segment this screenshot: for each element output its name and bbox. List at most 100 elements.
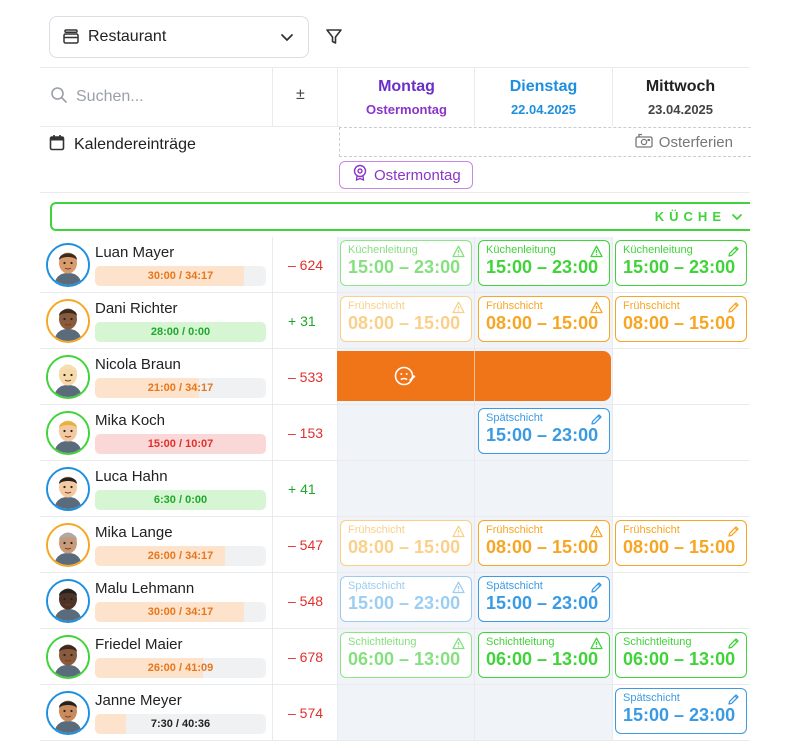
hours-balance: – 678 — [288, 649, 324, 665]
shift-time: 08:00 – 15:00 — [486, 313, 599, 333]
employee-row[interactable]: Friedel Maier 26:00 / 41:09 – 678 — [40, 629, 750, 685]
divider — [474, 351, 475, 401]
shift-title: Frühschicht — [623, 300, 680, 312]
warning-icon[interactable] — [452, 581, 465, 594]
employee-row[interactable]: Mika Koch 15:00 / 10:07 – 153 — [40, 405, 750, 461]
shift-card[interactable]: Frühschicht 08:00 – 15:00 — [615, 520, 747, 566]
warning-icon[interactable] — [590, 301, 603, 314]
shift-card[interactable]: Schichtleitung 06:00 – 13:00 — [478, 632, 610, 678]
hours-balance: – 153 — [288, 425, 324, 441]
divider — [40, 460, 750, 461]
vacation-label: Osterferien — [658, 133, 733, 151]
day-sub: Ostermontag — [366, 102, 447, 117]
hours-text: 26:00 / 41:09 — [147, 662, 214, 674]
warning-icon[interactable] — [452, 245, 465, 258]
employee-row[interactable]: Luca Hahn 6:30 / 0:00 + 41 — [40, 461, 750, 517]
search-input[interactable]: Suchen... — [50, 80, 265, 114]
avatar[interactable] — [46, 523, 90, 567]
shift-card[interactable]: Schichtleitung 06:00 – 13:00 — [615, 632, 747, 678]
pencil-icon[interactable] — [727, 637, 740, 650]
pencil-icon[interactable] — [590, 413, 603, 426]
hours-progress: 21:00 / 34:17 — [95, 378, 266, 398]
shift-card[interactable]: Küchenleitung 15:00 – 23:00 — [478, 240, 610, 286]
day-header-wednesday[interactable]: Mittwoch 23.04.2025 — [612, 78, 749, 117]
employee-name: Dani Richter — [95, 300, 178, 317]
holiday-entry[interactable]: Ostermontag — [339, 161, 473, 189]
location-select[interactable]: Restaurant — [49, 16, 309, 58]
shift-card[interactable]: Frühschicht 08:00 – 15:00 — [340, 520, 472, 566]
hours-progress-fill — [95, 490, 266, 510]
divider — [612, 67, 613, 126]
avatar[interactable] — [46, 299, 90, 343]
shift-title: Schichtleitung — [623, 636, 692, 648]
shift-card[interactable]: Küchenleitung 15:00 – 23:00 — [615, 240, 747, 286]
school-icon — [635, 132, 653, 153]
shift-title: Schichtleitung — [486, 636, 555, 648]
divider — [337, 237, 338, 741]
shift-card[interactable]: Spätschicht 15:00 – 23:00 — [615, 688, 747, 734]
divider — [40, 516, 750, 517]
shift-card[interactable]: Frühschicht 08:00 – 15:00 — [615, 296, 747, 342]
shift-card[interactable]: Küchenleitung 15:00 – 23:00 — [340, 240, 472, 286]
search-placeholder: Suchen... — [76, 88, 144, 105]
employee-name: Luan Mayer — [95, 244, 175, 261]
hours-progress: 6:30 / 0:00 — [95, 490, 266, 510]
department-bar[interactable]: KÜCHE — [50, 202, 750, 231]
avatar[interactable] — [46, 243, 90, 287]
shift-card[interactable]: Frühschicht 08:00 – 15:00 — [478, 520, 610, 566]
shift-title: Spätschicht — [348, 580, 405, 592]
avatar[interactable] — [46, 635, 90, 679]
warning-icon[interactable] — [590, 637, 603, 650]
avatar[interactable] — [46, 579, 90, 623]
shift-time: 08:00 – 15:00 — [486, 537, 599, 557]
hours-progress: 26:00 / 41:09 — [95, 658, 266, 678]
avatar[interactable] — [46, 411, 90, 455]
shift-card[interactable]: Spätschicht 15:00 – 23:00 — [478, 408, 610, 454]
employee-row[interactable]: Luan Mayer 30:00 / 34:17 – 624 — [40, 237, 750, 293]
hours-progress-fill — [95, 658, 203, 678]
shift-title: Küchenleitung — [486, 244, 556, 256]
day-header-monday[interactable]: Montag Ostermontag — [338, 78, 475, 117]
vacation-entry[interactable]: Osterferien — [339, 127, 751, 157]
divider — [40, 740, 750, 741]
employee-row[interactable]: Janne Meyer 7:30 / 40:36 – 574 — [40, 685, 750, 741]
pencil-icon[interactable] — [590, 581, 603, 594]
shift-card[interactable]: Spätschicht 15:00 – 23:00 — [340, 576, 472, 622]
shift-card[interactable]: Frühschicht 08:00 – 15:00 — [478, 296, 610, 342]
warning-icon[interactable] — [452, 637, 465, 650]
employee-name: Janne Meyer — [95, 692, 182, 709]
location-label: Restaurant — [88, 28, 167, 45]
employee-row[interactable]: Dani Richter 28:00 / 0:00 + 31 — [40, 293, 750, 349]
shift-title: Frühschicht — [486, 524, 543, 536]
shift-card[interactable]: Schichtleitung 06:00 – 13:00 — [340, 632, 472, 678]
filter-icon[interactable] — [324, 27, 346, 49]
sick-face-icon — [394, 365, 416, 392]
warning-icon[interactable] — [452, 301, 465, 314]
shift-card[interactable]: Frühschicht 08:00 – 15:00 — [340, 296, 472, 342]
pencil-icon[interactable] — [727, 245, 740, 258]
store-icon — [62, 28, 80, 46]
day-header-tuesday[interactable]: Dienstag 22.04.2025 — [475, 78, 612, 117]
employee-row[interactable]: Nicola Braun 21:00 / 34:17 – 533 — [40, 349, 750, 405]
shift-time: 15:00 – 23:00 — [623, 257, 736, 277]
pencil-icon[interactable] — [727, 693, 740, 706]
shift-time: 15:00 – 23:00 — [486, 257, 599, 277]
avatar[interactable] — [46, 467, 90, 511]
employee-row[interactable]: Malu Lehmann 30:00 / 34:17 – 548 — [40, 573, 750, 629]
avatar[interactable] — [46, 355, 90, 399]
avatar[interactable] — [46, 691, 90, 735]
warning-icon[interactable] — [590, 245, 603, 258]
shift-title: Spätschicht — [486, 580, 543, 592]
divider — [40, 192, 750, 193]
toggle-balance-button[interactable]: ± — [296, 86, 305, 103]
search-icon — [50, 86, 68, 109]
pencil-icon[interactable] — [727, 525, 740, 538]
hours-progress-fill — [95, 322, 266, 342]
employee-row[interactable]: Mika Lange 26:00 / 34:17 – 547 — [40, 517, 750, 573]
warning-icon[interactable] — [452, 525, 465, 538]
warning-icon[interactable] — [590, 525, 603, 538]
hours-text: 26:00 / 34:17 — [147, 550, 214, 562]
shift-card[interactable]: Spätschicht 15:00 – 23:00 — [478, 576, 610, 622]
hours-balance: – 624 — [288, 257, 324, 273]
pencil-icon[interactable] — [727, 301, 740, 314]
